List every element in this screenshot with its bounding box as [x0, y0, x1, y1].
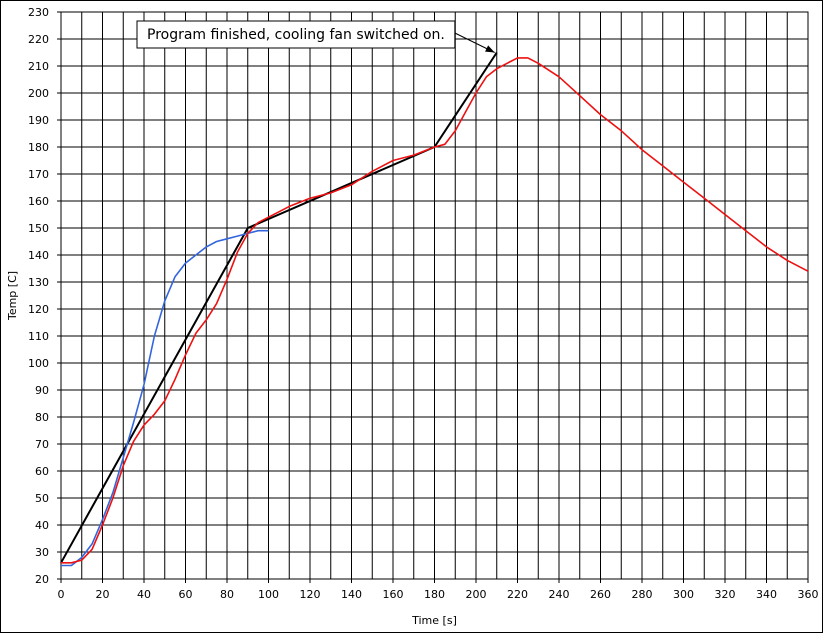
x-tick-label: 280 [632, 588, 653, 601]
y-tick-label: 20 [35, 573, 49, 586]
x-tick-label: 120 [300, 588, 321, 601]
y-tick-label: 150 [28, 222, 49, 235]
y-tick-label: 70 [35, 438, 49, 451]
y-tick-label: 180 [28, 141, 49, 154]
annotation-text: Program finished, cooling fan switched o… [147, 27, 445, 43]
y-tick-label: 170 [28, 168, 49, 181]
y-tick-label: 60 [35, 465, 49, 478]
y-axis-label: Temp [C] [6, 271, 19, 321]
series-line-2 [61, 229, 269, 567]
y-tick-label: 210 [28, 60, 49, 73]
y-tick-label: 190 [28, 114, 49, 127]
series-line-1 [60, 51, 498, 564]
x-tick-label: 20 [96, 588, 110, 601]
x-tick-label: 60 [179, 588, 193, 601]
series-lines [60, 51, 809, 567]
x-tick-label: 40 [137, 588, 151, 601]
x-tick-label: 100 [258, 588, 279, 601]
series-line-3 [61, 57, 809, 564]
annotation-box [136, 20, 456, 49]
y-tick-label: 110 [28, 330, 49, 343]
y-tick-label: 50 [35, 492, 49, 505]
y-tick-label: 100 [28, 357, 49, 370]
x-tick-label: 300 [673, 588, 694, 601]
x-tick-label: 160 [383, 588, 404, 601]
y-tick-label: 230 [28, 6, 49, 19]
y-tick-label: 40 [35, 519, 49, 532]
y-tick-label: 200 [28, 87, 49, 100]
x-tick-label: 340 [756, 588, 777, 601]
x-tick-label: 80 [220, 588, 234, 601]
x-tick-label: 200 [466, 588, 487, 601]
x-tick-label: 360 [798, 588, 819, 601]
x-tick-label: 180 [424, 588, 445, 601]
x-tick-label: 140 [341, 588, 362, 601]
y-tick-label: 220 [28, 33, 49, 46]
y-tick-label: 140 [28, 249, 49, 262]
x-tick-label: 240 [549, 588, 570, 601]
y-tick-label: 90 [35, 384, 49, 397]
x-axis-label: Time [s] [411, 614, 457, 627]
x-tick-label: 320 [715, 588, 736, 601]
grid [60, 11, 809, 580]
axis-ticks: 0 20 40 60 80 100 120 140 160 180 200 220 240 260 280 3… [28, 6, 819, 601]
x-tick-label: 0 [58, 588, 65, 601]
y-tick-label: 30 [35, 546, 49, 559]
y-tick-label: 160 [28, 195, 49, 208]
y-tick-label: 120 [28, 303, 49, 316]
x-tick-label: 220 [507, 588, 528, 601]
y-tick-label: 80 [35, 411, 49, 424]
annotation: Program finished, cooling fan switched o… [136, 20, 495, 53]
x-tick-label: 260 [590, 588, 611, 601]
annotation-arrowhead [485, 45, 495, 53]
y-tick-label: 130 [28, 276, 49, 289]
